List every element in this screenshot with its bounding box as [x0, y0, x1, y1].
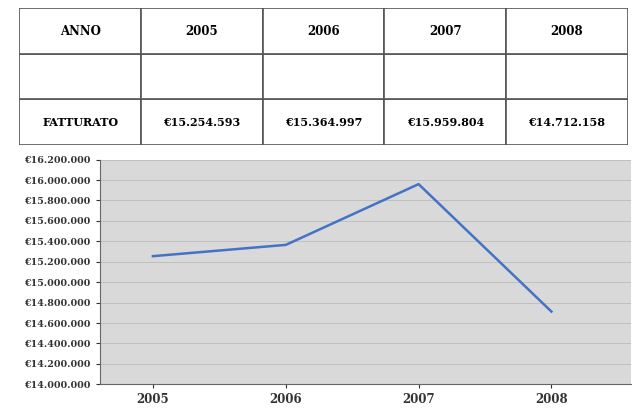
Text: 2005: 2005 [185, 25, 218, 38]
Bar [263, 8, 384, 54]
Bar [263, 100, 384, 145]
Text: €15.959.804: €15.959.804 [407, 117, 484, 128]
Text: 2008: 2008 [551, 25, 583, 38]
Bar [19, 8, 141, 54]
Text: FATTURATO: FATTURATO [42, 117, 118, 128]
Text: ANNO: ANNO [60, 25, 100, 38]
Bar [19, 100, 141, 145]
Bar [506, 100, 628, 145]
Bar [506, 8, 628, 54]
Bar [384, 100, 506, 145]
Text: 2007: 2007 [429, 25, 462, 38]
Text: €15.364.997: €15.364.997 [285, 117, 363, 128]
Bar [384, 8, 506, 54]
Text: €14.712.158: €14.712.158 [529, 117, 605, 128]
Text: 2006: 2006 [307, 25, 340, 38]
Text: €15.254.593: €15.254.593 [164, 117, 240, 128]
Bar [141, 100, 263, 145]
Bar [384, 54, 506, 100]
Bar [263, 54, 384, 100]
Bar [19, 54, 141, 100]
Bar [141, 54, 263, 100]
Bar [506, 54, 628, 100]
Bar [141, 8, 263, 54]
